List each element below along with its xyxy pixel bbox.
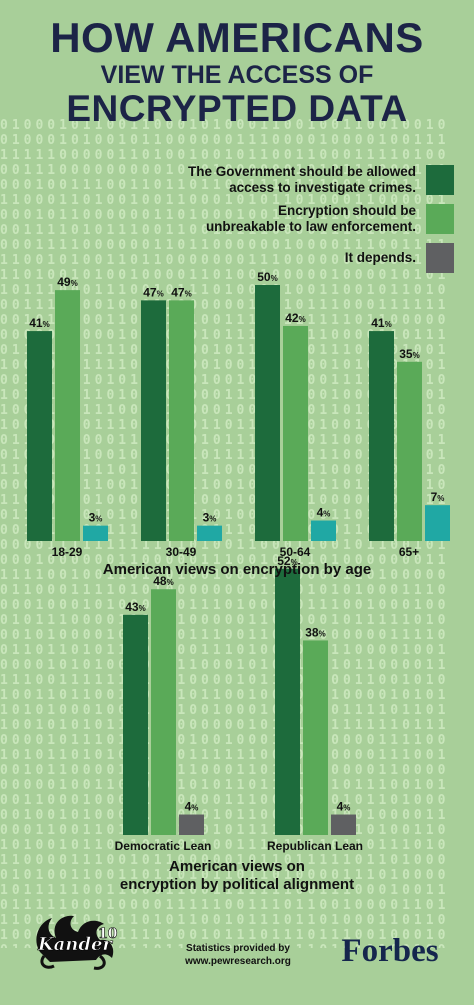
data-label-c1-democratic-lean-s0: 43% — [125, 600, 145, 614]
bar-c1-republican-lean-s1 — [303, 640, 328, 835]
data-label-c0-50-64-s2: 4% — [317, 506, 331, 520]
legend-label-depends: It depends. — [344, 250, 416, 265]
bar-c0-50-64-s0 — [255, 285, 280, 541]
bar-c1-democratic-lean-s0 — [123, 614, 148, 835]
bar-c0-30-49-s1 — [169, 300, 194, 541]
bar-c1-democratic-lean-s2 — [179, 814, 204, 835]
data-label-c0-18-29-s1: 49% — [57, 275, 77, 289]
data-label-c1-republican-lean-s0: 52% — [277, 554, 297, 568]
title-line-1: HOW AMERICANS — [50, 14, 424, 61]
title-line-2: VIEW THE ACCESS OF — [100, 61, 374, 89]
data-label-c1-republican-lean-s2: 4% — [337, 800, 351, 814]
category-label-65+: 65+ — [399, 545, 419, 559]
source-credit: Statistics provided by www.pewresearch.o… — [168, 942, 308, 968]
age-chart-title: American views on encryption by age — [102, 561, 372, 578]
political-chart-title: American views on encryption by politica… — [0, 858, 474, 894]
source-line-1: Statistics provided by — [186, 943, 290, 954]
category-label-30-49: 30-49 — [166, 545, 197, 559]
legend-item-government: The Government should be allowed access … — [187, 164, 454, 195]
title-line-3: ENCRYPTED DATA — [66, 88, 408, 129]
data-label-c1-democratic-lean-s1: 48% — [153, 574, 173, 588]
bar-c0-50-64-s2 — [311, 520, 336, 541]
legend-swatch-depends — [426, 243, 454, 273]
bar-c0-18-29-s0 — [27, 331, 52, 541]
bar-c1-democratic-lean-s1 — [151, 589, 176, 835]
data-label-c1-republican-lean-s1: 38% — [305, 625, 325, 639]
category-label-republican-lean: Republican Lean — [267, 839, 363, 853]
legend-item-unbreakable: Encryption should be unbreakable to law … — [205, 203, 454, 234]
bar-c1-republican-lean-s2 — [331, 814, 356, 835]
category-label-18-29: 18-29 — [52, 545, 83, 559]
bar-c0-18-29-s2 — [83, 525, 108, 541]
kander-logo-number: 10 — [98, 926, 118, 943]
data-label-c0-18-29-s2: 3% — [89, 511, 103, 525]
bar-c0-50-64-s1 — [283, 325, 308, 541]
binary-background-pattern: 01000101100110001010001100100110010010 0… — [0, 118, 450, 948]
data-label-c0-65+-s0: 41% — [371, 316, 391, 330]
bar-c0-65+-s1 — [397, 361, 422, 541]
kander-logo-text: Kander — [38, 934, 113, 956]
page-title: HOW AMERICANS VIEW THE ACCESS OF ENCRYPT… — [0, 0, 474, 129]
bar-c0-65+-s2 — [425, 505, 450, 541]
bar-c0-65+-s0 — [369, 331, 394, 541]
legend-swatch-unbreakable — [426, 204, 454, 234]
source-url[interactable]: www.pewresearch.org — [185, 956, 291, 967]
bar-c0-18-29-s1 — [55, 290, 80, 541]
data-label-c0-30-49-s1: 47% — [171, 285, 191, 299]
bar-c0-30-49-s2 — [197, 525, 222, 541]
political-chart-title-line2: encryption by political alignment — [119, 876, 355, 893]
data-label-c0-65+-s2: 7% — [431, 490, 445, 504]
category-label-50-64: 50-64 — [280, 545, 311, 559]
bar-c0-30-49-s0 — [141, 300, 166, 541]
bar-c1-republican-lean-s0 — [275, 568, 300, 835]
legend-item-depends: It depends. — [345, 243, 454, 273]
category-label-democratic-lean: Democratic Lean — [115, 839, 212, 853]
data-label-c0-50-64-s1: 42% — [285, 311, 305, 325]
kander-logo-graphic — [36, 915, 114, 970]
data-label-c1-democratic-lean-s2: 4% — [185, 800, 199, 814]
legend-label-unbreakable-line2: unbreakable to law enforcement. — [205, 219, 416, 234]
legend-label-government-line1: The Government should be allowed — [187, 164, 416, 179]
legend-label-government-line2: access to investigate crimes. — [229, 180, 416, 195]
data-label-c0-30-49-s2: 3% — [203, 511, 217, 525]
forbes-logo: Forbes — [341, 933, 439, 969]
legend: The Government should be allowed access … — [0, 0, 474, 300]
data-label-c0-30-49-s0: 47% — [143, 285, 163, 299]
legend-label-unbreakable-line1: Encryption should be — [277, 203, 416, 218]
kander-logo: Kander 10 — [30, 912, 118, 972]
legend-swatch-government — [426, 165, 454, 195]
political-chart-title-line1: American views on — [169, 858, 305, 875]
data-label-c0-18-29-s0: 41% — [29, 316, 49, 330]
data-label-c0-65+-s1: 35% — [399, 347, 419, 361]
data-label-c0-50-64-s0: 50% — [257, 270, 277, 284]
